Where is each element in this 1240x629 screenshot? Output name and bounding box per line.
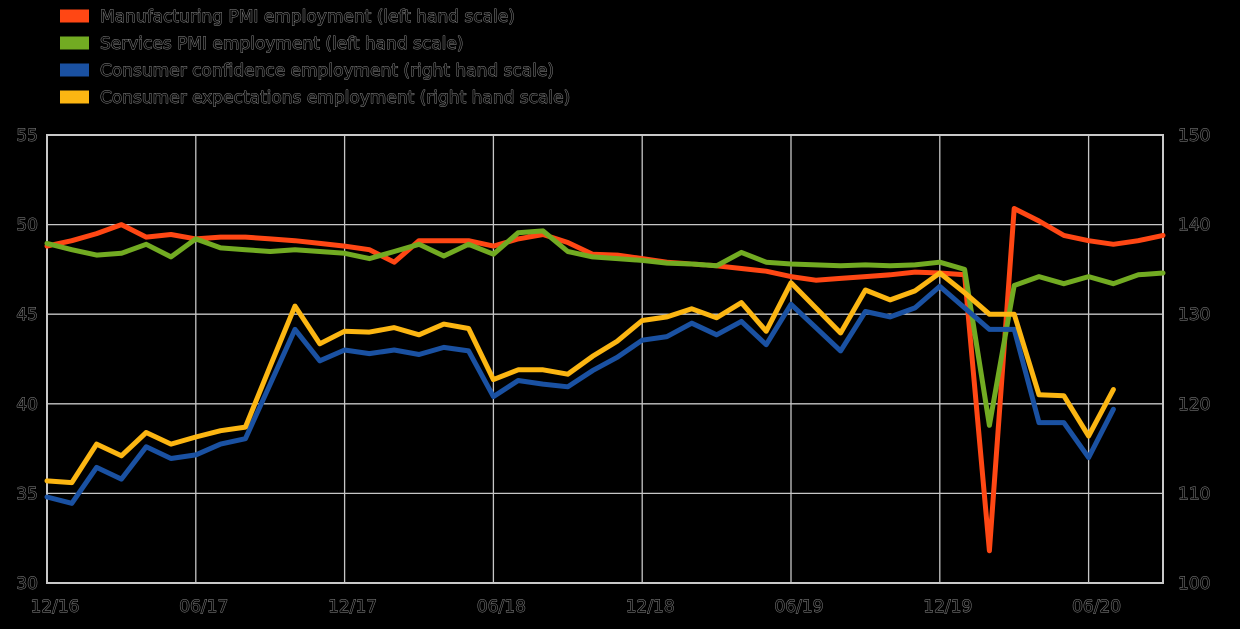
x-axis-tick-06/18: 06/18	[477, 597, 526, 617]
left-axis-tick-30: 30	[16, 574, 38, 594]
legend-swatch-manufacturing	[60, 9, 89, 23]
x-axis-tick-06/20: 06/20	[1072, 597, 1121, 617]
x-axis-tick-12/19: 12/19	[923, 597, 972, 617]
right-axis-tick-140: 140	[1178, 216, 1210, 236]
plot-area: 55 50 45 40 35 30 150 140 130 120 110 100 12/16 06/17…	[16, 126, 1211, 618]
legend-label-services: Services PMI employment (left hand scale…	[100, 34, 463, 54]
plot-border	[46, 134, 1164, 584]
legend-swatch-expectations	[60, 90, 89, 104]
series-line-consumer-confidence-employment	[44, 283, 1116, 506]
legend-item-expectations: Consumer expectations employment (right …	[60, 88, 571, 108]
x-axis-tick-12/17: 12/17	[328, 597, 377, 617]
left-axis-tick-45: 45	[16, 305, 38, 325]
legend-item-manufacturing: Manufacturing PMI employment (left hand …	[60, 7, 515, 27]
legend-swatch-services	[60, 36, 89, 50]
legend-label-confidence: Consumer confidence employment (right ha…	[100, 61, 554, 81]
x-axis-tick-06/17: 06/17	[179, 597, 228, 617]
series-line-consumer-expectations-employment	[44, 270, 1116, 486]
right-axis-tick-120: 120	[1178, 395, 1210, 415]
left-axis-tick-40: 40	[16, 395, 38, 415]
legend-item-confidence: Consumer confidence employment (right ha…	[60, 61, 554, 81]
right-axis-tick-110: 110	[1178, 484, 1210, 504]
legend-label-manufacturing: Manufacturing PMI employment (left hand …	[100, 7, 515, 27]
x-axis-tick-12/16: 12/16	[31, 597, 80, 617]
legend-label-expectations: Consumer expectations employment (right …	[100, 88, 570, 108]
right-axis-tick-100: 100	[1178, 574, 1210, 594]
legend-item-services: Services PMI employment (left hand scale…	[60, 34, 464, 54]
x-axis-tick-12/18: 12/18	[626, 597, 675, 617]
left-axis-tick-50: 50	[16, 216, 38, 236]
x-axis-tick-06/19: 06/19	[775, 597, 824, 617]
right-axis-tick-150: 150	[1178, 126, 1210, 146]
left-axis-tick-55: 55	[16, 126, 38, 146]
right-axis-tick-130: 130	[1178, 305, 1210, 325]
series-line-services-pmi-employment	[44, 228, 1166, 428]
series-line-manufacturing-pmi-employment	[44, 206, 1166, 554]
chart-legend: Manufacturing PMI employment (left hand …	[60, 7, 571, 108]
left-axis-tick-35: 35	[16, 484, 38, 504]
legend-swatch-confidence	[60, 63, 89, 77]
